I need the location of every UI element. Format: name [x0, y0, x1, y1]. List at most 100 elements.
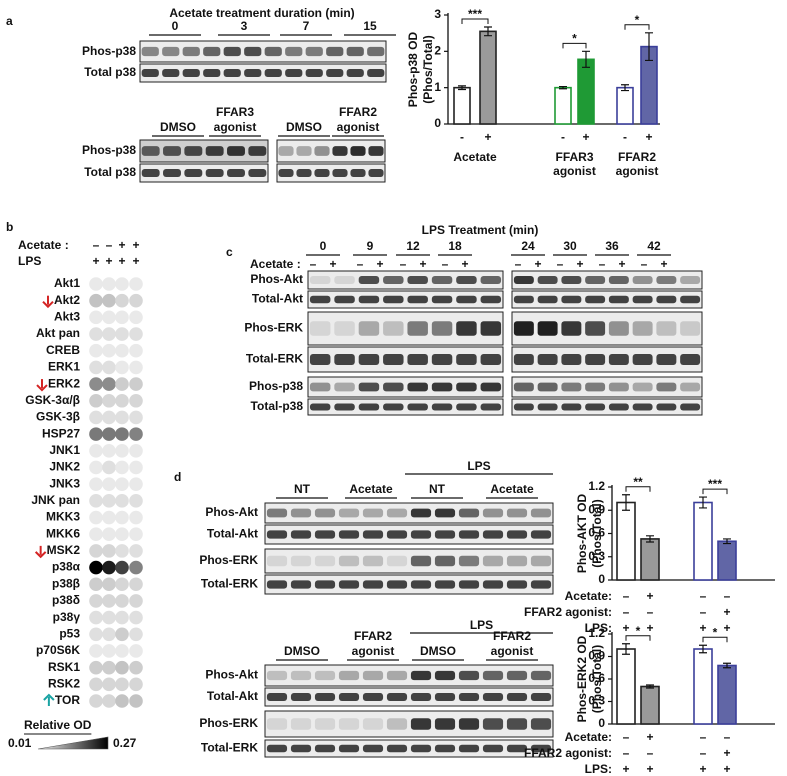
x-tick-label: - — [460, 130, 464, 144]
heat-dot — [115, 377, 129, 391]
blot-band — [338, 555, 360, 567]
label: – — [310, 257, 317, 271]
blot-band — [203, 69, 221, 77]
blot-band — [386, 555, 408, 567]
blot-band — [506, 580, 528, 589]
y-tick-label: 0.3 — [588, 549, 605, 563]
blot — [264, 739, 554, 758]
y-axis-label: (Phos/Total) — [590, 499, 604, 567]
row-label: Phos-ERK — [199, 716, 258, 730]
heat-dot — [129, 527, 143, 541]
blot-band — [383, 382, 404, 392]
significance: *** — [708, 477, 722, 491]
blot-band — [290, 508, 312, 518]
blot — [139, 40, 387, 63]
blot-band — [266, 744, 288, 753]
arrow-head — [36, 384, 48, 392]
blot-band — [309, 403, 331, 411]
condition-value: + — [622, 762, 629, 776]
condition-value: + — [132, 238, 139, 252]
panel-letter: a — [6, 14, 13, 28]
blot-band — [266, 508, 288, 518]
error-bar — [484, 26, 492, 37]
blot-band — [266, 718, 288, 730]
y-tick-label: 0.9 — [588, 649, 605, 663]
blot-band — [334, 295, 355, 304]
blot — [511, 376, 703, 398]
label: FFAR2 — [354, 629, 392, 643]
blot-band — [290, 580, 312, 589]
heat-dot — [129, 577, 143, 592]
blot-band — [410, 508, 432, 518]
row-label: MKK3 — [46, 510, 80, 524]
label: 42 — [647, 239, 661, 253]
blot-band — [338, 744, 360, 753]
blot-title: Acetate treatment duration (min) — [169, 6, 354, 20]
blot-band — [358, 295, 380, 304]
blot-band — [434, 580, 456, 589]
y-tick-label: 1 — [434, 80, 441, 94]
blot-band — [506, 693, 528, 701]
blot — [307, 270, 504, 290]
blot — [139, 139, 269, 163]
blot-band — [314, 169, 330, 177]
heat-dot — [129, 594, 143, 608]
blot-band — [278, 169, 294, 177]
error-bar — [646, 535, 654, 543]
blot-band — [456, 276, 477, 284]
blot-band — [480, 354, 502, 365]
blot-band — [386, 693, 408, 701]
blot-band — [537, 403, 558, 411]
bar — [616, 501, 636, 581]
blot — [307, 376, 504, 398]
x-tick-label: + — [582, 130, 589, 144]
blot-band — [203, 46, 221, 57]
blot-band — [358, 321, 380, 336]
condition-value: – — [623, 730, 630, 744]
significance: * — [572, 32, 577, 46]
y-tick-label: 0.3 — [588, 694, 605, 708]
heat-dot — [89, 644, 103, 658]
heat-dot — [129, 694, 143, 708]
blot — [139, 163, 269, 183]
blot-band — [608, 295, 629, 304]
row-label: JNK3 — [49, 476, 80, 490]
heat-dot — [89, 494, 103, 508]
heat-dot — [89, 694, 103, 708]
row-label: Total-Akt — [207, 527, 258, 541]
label: 30 — [563, 239, 577, 253]
row-label: Total-ERK — [246, 352, 303, 366]
row-label: Akt3 — [54, 310, 80, 324]
blot-band — [346, 46, 364, 57]
blot-band — [480, 295, 502, 304]
heat-dot — [89, 477, 103, 491]
x-tick-label: - — [623, 130, 627, 144]
blot-band — [285, 46, 303, 57]
heat-dot — [115, 677, 129, 692]
heat-dot — [115, 460, 129, 475]
condition-value: – — [647, 605, 654, 619]
blot-band — [163, 146, 181, 156]
blot-band — [314, 744, 336, 753]
label: DMSO — [160, 120, 196, 134]
condition-value: + — [723, 746, 730, 760]
row-label: CREB — [46, 343, 80, 357]
blot-band — [362, 718, 384, 730]
heat-dot — [102, 277, 116, 291]
label: Acetate — [490, 482, 534, 496]
blot-band — [338, 670, 360, 681]
blot-band — [383, 354, 404, 365]
y-axis-label: (Phos/Total) — [590, 645, 604, 713]
heat-dot — [102, 310, 116, 325]
blot-band — [482, 530, 504, 539]
label: + — [419, 257, 426, 271]
group-label: Acetate — [453, 150, 497, 164]
label: DMSO — [284, 644, 320, 658]
row-label: ERK1 — [48, 360, 80, 374]
condition-value: + — [118, 254, 125, 268]
blot — [511, 270, 703, 290]
blot-band — [358, 354, 380, 365]
blot — [307, 398, 504, 416]
blot-band — [309, 354, 331, 365]
bar — [479, 30, 497, 125]
